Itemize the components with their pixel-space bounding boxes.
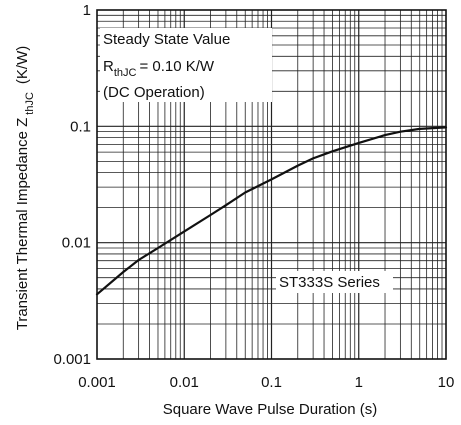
annotation-r-sub: thJC [114,67,137,79]
x-tick-label: 10 [438,374,455,391]
tick-labels: 0.001 0.01 0.1 1 10 0.001 0.01 0.1 1 [53,2,454,391]
x-tick-label: 1 [355,374,363,391]
series-line-0 [95,126,448,296]
y-tick-label: 1 [83,2,91,19]
y-tick-label: 0.001 [53,351,91,368]
annotation-line1: Steady State Value [103,31,230,48]
y-axis-title: Transient Thermal Impedance Z thJC (K/W) [14,46,36,331]
y-tick-label: 0.1 [70,118,91,135]
y-axis-title-unit: (K/W) [14,46,31,84]
series-label-box [276,271,393,293]
annotation-box [100,28,272,102]
x-axis-title: Square Wave Pulse Duration (s) [163,401,378,418]
annotation-line2: RthJC = 0.10 K/W [103,58,215,79]
y-axis-title-main: Transient Thermal Impedance Z [14,118,31,331]
x-tick-label: 0.1 [261,374,282,391]
curves [95,126,448,296]
x-tick-label: 0.01 [170,374,199,391]
y-tick-label: 0.01 [62,235,91,252]
plot-frame [96,9,447,360]
y-axis-title-sub: thJC [24,92,36,115]
series-label: ST333S Series [279,274,380,291]
annotation-line3: (DC Operation) [103,84,205,101]
x-tick-label: 0.001 [78,374,116,391]
annotation-r: R [103,58,114,75]
annotation-r-value: = 0.10 K/W [139,58,214,75]
